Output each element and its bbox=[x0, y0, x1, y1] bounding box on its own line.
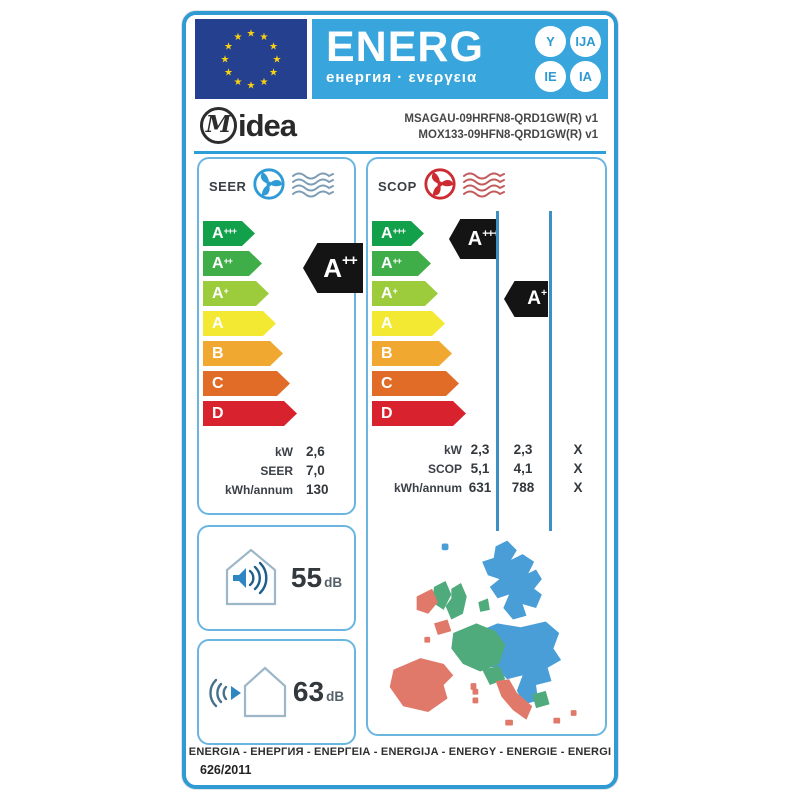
model-numbers: MSAGAU-09HRFN8-QRD1GW(R) v1 MOX133-09HFN… bbox=[404, 111, 598, 143]
regulation-number: 626/2011 bbox=[200, 763, 252, 777]
svg-text:★: ★ bbox=[269, 42, 278, 53]
seer-class-b: B bbox=[203, 341, 283, 366]
outdoor-noise-icon bbox=[209, 656, 291, 729]
scop-kwh-row: kWh/annum 631 788 X bbox=[394, 480, 583, 495]
seer-class-c: C bbox=[203, 371, 290, 396]
energy-label: ★ ★ ★ ★ ★ ★ ★ ★ ★ ★ ★ ★ ENERG енергия · ενεργεια… bbox=[182, 11, 618, 789]
language-suffix-badges: Y IJA IE IA bbox=[535, 26, 601, 92]
seer-header: SEER bbox=[209, 167, 336, 206]
seer-rating-badge: A ++ bbox=[303, 243, 363, 293]
svg-text:★: ★ bbox=[224, 42, 233, 53]
svg-text:★: ★ bbox=[269, 68, 278, 79]
seer-class-d: D bbox=[203, 401, 297, 426]
seer-kwh-row: kWh/annum 130 bbox=[225, 482, 329, 497]
badge-ia: IA bbox=[570, 61, 601, 92]
outdoor-noise-section: 63 dB bbox=[197, 639, 356, 745]
scop-class-a+++: A+++ bbox=[372, 221, 424, 246]
badge-ija: IJA bbox=[570, 26, 601, 57]
cool-airflow-waves-icon bbox=[290, 170, 336, 203]
badge-y: Y bbox=[535, 26, 566, 57]
svg-text:★: ★ bbox=[247, 81, 256, 92]
badge-ie: IE bbox=[535, 61, 566, 92]
seer-section: SEER bbox=[197, 157, 363, 515]
energ-subtitle: енергия · ενεργεια bbox=[326, 69, 478, 86]
footer-languages: ENERGIA - ЕНЕРГИЯ - ΕΝΕΡΓΕΙΑ - ENERGIJA … bbox=[188, 746, 612, 758]
svg-text:★: ★ bbox=[260, 32, 269, 43]
scop-values: kW 2,3 2,3 X SCOP 5,1 4,1 X kWh/annum 63… bbox=[370, 440, 602, 526]
cooling-fan-icon bbox=[252, 167, 286, 206]
scop-kw-row: kW 2,3 2,3 X bbox=[444, 442, 583, 457]
indoor-noise-icon bbox=[211, 542, 289, 615]
seer-values: kW 2,6 SEER 7,0 kWh/annum 130 bbox=[201, 442, 351, 499]
header-band: ★ ★ ★ ★ ★ ★ ★ ★ ★ ★ ★ ★ ENERG енергия · ενεργεια… bbox=[195, 19, 608, 99]
seer-title: SEER bbox=[209, 179, 247, 194]
scop-class-scale: A+++ A++ A+ A B C D bbox=[372, 221, 466, 431]
brand-row: M idea MSAGAU-09HRFN8-QRD1GW(R) v1 MOX13… bbox=[200, 103, 604, 149]
scop-scop-row: SCOP 5,1 4,1 X bbox=[427, 461, 583, 476]
seer-kw-row: kW 2,6 bbox=[275, 444, 325, 459]
midea-logo-circle: M bbox=[200, 107, 237, 144]
scop-class-a++: A++ bbox=[372, 251, 431, 276]
outdoor-noise-value: 63 dB bbox=[292, 676, 345, 707]
seer-class-a+: A+ bbox=[203, 281, 269, 306]
scop-class-a+: A+ bbox=[372, 281, 438, 306]
seer-class-a++: A++ bbox=[203, 251, 262, 276]
indoor-noise-value: 55 dB bbox=[290, 562, 343, 593]
scop-class-d: D bbox=[372, 401, 466, 426]
climate-zone-divider-2 bbox=[549, 211, 552, 531]
svg-text:★: ★ bbox=[224, 68, 233, 79]
midea-logo-text: idea bbox=[238, 107, 297, 143]
model-line-1: MSAGAU-09HRFN8-QRD1GW(R) v1 bbox=[404, 113, 598, 125]
svg-text:★: ★ bbox=[221, 55, 230, 66]
scop-rating-badge-average: A +++ bbox=[449, 219, 496, 259]
climate-zone-squares bbox=[370, 503, 602, 526]
svg-text:★: ★ bbox=[234, 77, 243, 88]
climate-zone-divider-1 bbox=[496, 211, 499, 531]
svg-text:★: ★ bbox=[260, 77, 269, 88]
warm-airflow-waves-icon bbox=[461, 170, 507, 203]
scop-class-c: C bbox=[372, 371, 459, 396]
seer-seer-row: SEER 7,0 bbox=[260, 463, 325, 478]
scop-title: SCOP bbox=[378, 179, 417, 194]
eu-flag-icon: ★ ★ ★ ★ ★ ★ ★ ★ ★ ★ ★ ★ bbox=[195, 19, 307, 99]
scop-class-a: A bbox=[372, 311, 445, 336]
header-divider bbox=[194, 151, 606, 154]
scop-header: SCOP bbox=[378, 167, 507, 206]
scop-class-b: B bbox=[372, 341, 452, 366]
energ-title: ENERG bbox=[326, 23, 484, 71]
model-line-2: MOX133-09HFN8-QRD1GW(R) v1 bbox=[418, 129, 598, 141]
heating-fan-icon bbox=[423, 167, 457, 206]
svg-text:★: ★ bbox=[273, 55, 282, 66]
indoor-noise-section: 55 dB bbox=[197, 525, 356, 631]
seer-class-a: A bbox=[203, 311, 276, 336]
svg-text:★: ★ bbox=[247, 29, 256, 40]
svg-text:★: ★ bbox=[234, 32, 243, 43]
europe-climate-map bbox=[382, 539, 590, 734]
seer-class-scale: A+++ A++ A+ A B C D bbox=[203, 221, 297, 431]
scop-rating-badge-warmer: A + bbox=[504, 281, 548, 317]
scop-section: SCOP bbox=[366, 157, 607, 736]
midea-logo: M idea bbox=[200, 107, 297, 144]
energ-banner: ENERG енергия · ενεργεια Y IJA IE IA bbox=[312, 19, 608, 99]
seer-class-a+++: A+++ bbox=[203, 221, 255, 246]
